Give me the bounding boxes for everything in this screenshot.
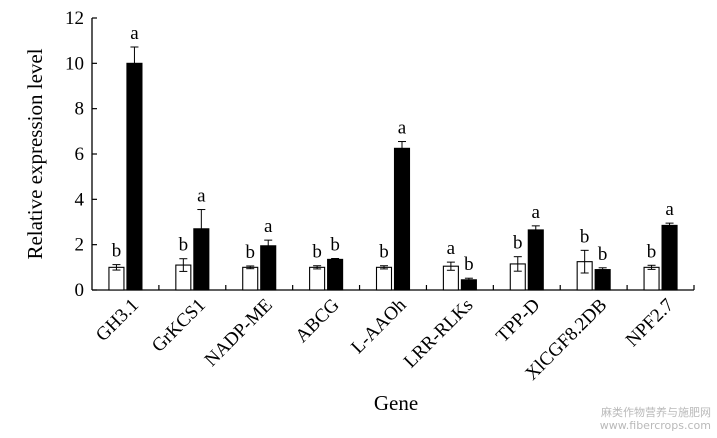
y-axis: 0 2 4 6 8 10 12 xyxy=(65,8,97,301)
y-tick-label: 2 xyxy=(75,235,85,256)
y-tick-label: 6 xyxy=(75,144,85,165)
watermark-line1: 麻类作物营养与施肥网 xyxy=(601,406,711,419)
bar-black xyxy=(327,258,344,291)
significance-letter: a xyxy=(197,186,206,207)
significance-letter: b xyxy=(598,244,608,265)
x-axis-title: Gene xyxy=(374,391,418,415)
bar-white xyxy=(643,266,660,291)
significance-letter: b xyxy=(647,241,657,262)
bar-white xyxy=(309,266,326,291)
significance-letter: a xyxy=(665,199,674,220)
significance-letter: b xyxy=(513,233,523,254)
significance-letter: a xyxy=(447,238,456,259)
bar-white xyxy=(375,266,393,291)
bar-white xyxy=(242,266,259,291)
watermark: 麻类作物营养与施肥网 www.fibercrops.com xyxy=(600,406,711,432)
watermark-line2: www.fibercrops.com xyxy=(599,419,711,432)
y-tick-label: 8 xyxy=(75,99,85,120)
significance-letter: a xyxy=(264,216,273,237)
significance-letter: a xyxy=(130,23,139,44)
y-tick-label: 4 xyxy=(75,189,85,210)
significance-letter: a xyxy=(532,202,541,223)
category-label: L-AAOh xyxy=(347,294,411,358)
category-label: NADP-ME xyxy=(201,295,277,371)
bar-black xyxy=(260,245,277,291)
category-label: NPF2.7 xyxy=(622,295,678,351)
significance-letter: b xyxy=(245,242,255,263)
significance-letter: b xyxy=(312,242,322,263)
significance-letter: a xyxy=(398,118,407,139)
significance-letter: b xyxy=(330,234,340,255)
significance-letter: b xyxy=(112,241,122,262)
y-tick-label: 10 xyxy=(65,53,84,74)
bars-group xyxy=(108,46,678,291)
category-label: TPP-D xyxy=(492,295,544,347)
bar-black xyxy=(126,62,143,291)
y-tick-label: 12 xyxy=(65,8,84,29)
significance-letter: b xyxy=(464,254,474,275)
bar-white xyxy=(108,266,125,291)
bar-black xyxy=(661,224,678,291)
significance-letter: b xyxy=(580,226,590,247)
y-tick-label: 0 xyxy=(75,280,85,301)
bar-black xyxy=(594,269,611,291)
category-label: ABCG xyxy=(291,294,343,346)
significance-letter: b xyxy=(379,242,389,263)
category-label: GrKCS1 xyxy=(148,295,210,357)
significance-letter: b xyxy=(179,235,189,256)
y-axis-title: Relative expression level xyxy=(23,48,47,259)
category-label: LRR-RLKs xyxy=(400,295,478,373)
bar-black xyxy=(393,147,411,291)
category-label: GH3.1 xyxy=(92,295,143,346)
bar-black xyxy=(527,229,544,291)
